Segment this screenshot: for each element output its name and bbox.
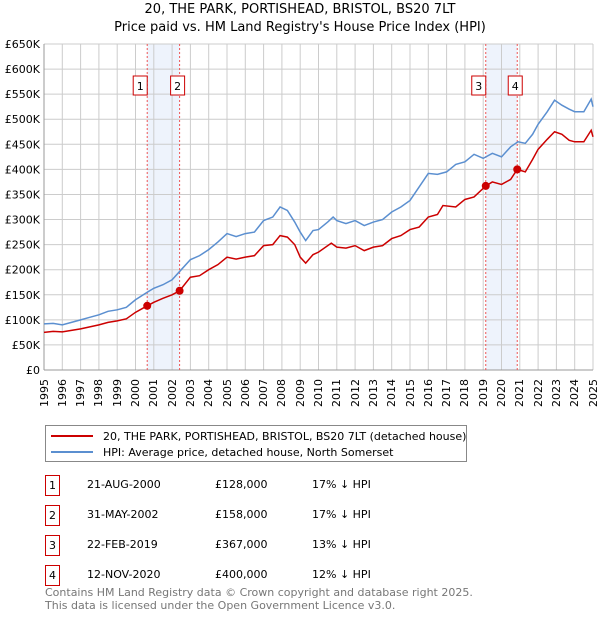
sale-marker-box [132,75,148,96]
x-tick-label: 1996 [55,379,69,407]
x-tick-label: 2002 [165,379,179,407]
x-tick-label: 2007 [257,379,271,407]
x-tick-label: 2013 [366,379,380,407]
x-tick-label: 2017 [440,379,454,407]
y-tick-label: £50K [12,339,41,352]
legend-line-hpi [51,451,93,453]
y-tick-label: £300K [5,214,41,227]
x-tick-label: 2003 [183,379,197,407]
x-tick-label: 2004 [202,379,216,407]
y-tick-label: £600K [5,63,41,76]
transaction-date: 22-FEB-2019 [87,538,158,551]
legend-label-property: 20, THE PARK, PORTISHEAD, BRISTOL, BS20 … [103,429,467,443]
footer-licence: This data is licensed under the Open Gov… [45,599,396,612]
transaction-price: £367,000 [215,538,268,551]
sale-point [175,286,184,295]
x-tick-label: 1997 [74,379,88,407]
x-tick-label: 2021 [513,379,527,407]
x-tick-label: 2022 [531,379,545,407]
transaction-hpi-diff: 13% ↓ HPI [312,538,371,551]
transaction-row: 4 12-NOV-2020 £400,000 12% ↓ HPI [45,565,465,587]
x-tick-label: 2001 [147,379,161,407]
x-tick-label: 2015 [403,379,417,407]
transaction-marker: 1 [45,475,60,496]
x-tick-label: 2006 [238,379,252,407]
legend-line-property [51,435,93,437]
transaction-marker: 3 [45,535,60,556]
legend-item-property: 20, THE PARK, PORTISHEAD, BRISTOL, BS20 … [51,428,466,444]
x-tick-label: 2023 [549,379,563,407]
transaction-row: 2 31-MAY-2002 £158,000 17% ↓ HPI [45,505,465,527]
x-tick-label: 2005 [220,379,234,407]
y-tick-label: £200K [5,264,41,277]
sale-point [481,181,490,190]
transaction-marker: 2 [45,505,60,526]
sale-marker-box [507,75,523,96]
transaction-date: 12-NOV-2020 [87,568,161,581]
chart-title: 20, THE PARK, PORTISHEAD, BRISTOL, BS20 … [144,2,456,17]
x-tick-label: 2009 [293,379,307,407]
transaction-hpi-diff: 17% ↓ HPI [312,478,371,491]
sale-marker-label: 3 [475,80,482,93]
chart-subtitle: Price paid vs. HM Land Registry's House … [114,20,486,35]
x-tick-label: 2010 [312,379,325,407]
price-chart: £0 £50K £100K £150K £200K £250K £300K £350K £400… [5,38,594,377]
x-tick-label: 2018 [458,379,472,407]
x-tick-label: 2016 [421,379,435,407]
x-tick-label: 1998 [92,379,106,407]
x-tick-label: 2012 [348,379,362,407]
legend-label-hpi: HPI: Average price, detached house, Nort… [103,445,394,459]
x-tick-label: 2014 [385,379,399,407]
transaction-hpi-diff: 12% ↓ HPI [312,568,371,581]
y-tick-label: £400K [5,163,41,176]
y-tick-label: £450K [5,138,41,151]
x-tick-label: 1999 [110,379,124,407]
legend-item-hpi: HPI: Average price, detached house, Nort… [51,444,393,460]
x-tick-label: 2020 [495,379,508,407]
transaction-row: 3 22-FEB-2019 £367,000 13% ↓ HPI [45,535,465,557]
sale-marker-label: 2 [174,80,181,93]
x-tick-label: 2000 [129,379,142,407]
legend: 20, THE PARK, PORTISHEAD, BRISTOL, BS20 … [45,425,467,462]
x-tick-label: 2019 [476,379,490,407]
x-tick-label: 2011 [330,379,344,407]
transaction-marker: 4 [45,565,60,586]
series-line [43,97,594,326]
footer: Contains HM Land Registry data © Crown c… [45,586,473,612]
x-tick-label: 2025 [586,379,600,407]
sale-point [513,165,522,174]
transaction-price: £128,000 [215,478,268,491]
y-tick-label: £250K [5,239,41,252]
sale-marker-label: 4 [512,80,519,93]
y-tick-label: £550K [5,88,41,101]
y-tick-label: £100K [5,314,41,327]
y-tick-label: £350K [5,188,41,201]
transaction-row: 1 21-AUG-2000 £128,000 17% ↓ HPI [45,475,465,497]
sale-marker-box [471,75,487,96]
y-tick-label: £0 [26,364,40,377]
sale-point [143,301,152,310]
transaction-hpi-diff: 17% ↓ HPI [312,508,371,521]
transaction-price: £158,000 [215,508,268,521]
x-tick-label: 1995 [37,379,51,407]
sale-marker-label: 1 [137,80,144,93]
transaction-date: 31-MAY-2002 [87,508,159,521]
footer-copyright: Contains HM Land Registry data © Crown c… [45,586,473,599]
y-tick-label: £500K [5,113,41,126]
transaction-price: £400,000 [215,568,268,581]
y-tick-label: £150K [5,289,41,302]
shaded-range [147,44,180,370]
sale-marker-box [170,75,186,96]
y-tick-label: £650K [5,38,41,51]
x-tick-label: 2008 [275,379,289,407]
x-tick-label: 2024 [568,379,582,407]
transaction-date: 21-AUG-2000 [87,478,161,491]
